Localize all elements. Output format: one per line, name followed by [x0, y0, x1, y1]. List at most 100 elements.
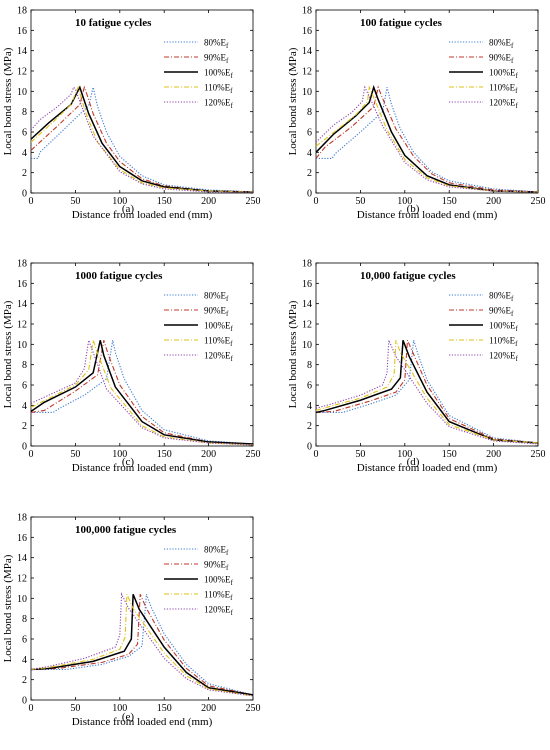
panel-label: (a): [122, 203, 135, 215]
y-tick-label: 8: [307, 360, 312, 371]
y-tick-label: 16: [302, 279, 312, 290]
y-tick-label: 14: [17, 299, 27, 310]
legend-label-5: 120%Ef: [204, 98, 234, 111]
y-axis-label: Local bond stress (MPa): [287, 300, 299, 408]
legend-label-3: 100%Ef: [489, 68, 519, 81]
series-line-2: [30, 85, 254, 193]
x-tick-label: 150: [157, 703, 172, 714]
y-tick-label: 12: [17, 67, 27, 78]
chart-panel-4: 0 50 100 150 200 250 0 2 4 6 8 10 12 14 16 18 Distance f…: [287, 259, 546, 475]
x-tick-label: 250: [531, 449, 546, 460]
y-tick-label: 6: [307, 128, 312, 139]
x-tick-label: 150: [157, 449, 172, 460]
plot-frame: [30, 516, 254, 701]
y-tick-label: 4: [307, 148, 312, 159]
x-tick-label: 0: [314, 449, 319, 460]
y-tick-label: 18: [302, 259, 312, 270]
y-tick-label: 8: [22, 614, 27, 625]
x-tick-label: 0: [314, 196, 319, 207]
legend-label-4: 110%Ef: [204, 83, 233, 96]
legend-label-1: 80%Ef: [489, 38, 514, 51]
plot-frame: [30, 262, 254, 447]
y-tick-label: 12: [302, 67, 312, 78]
series-line-5: [30, 340, 254, 446]
x-tick-label: 100: [397, 449, 412, 460]
chart-title: 100 fatigue cycles: [360, 17, 443, 29]
y-tick-label: 12: [17, 574, 27, 585]
legend-label-3: 100%Ef: [204, 575, 234, 588]
legend-label-2: 90%Ef: [204, 53, 229, 66]
x-axis-label: Distance from loaded end (mm): [72, 716, 213, 728]
legend-label-2: 90%Ef: [489, 306, 514, 319]
legend-label-2: 90%Ef: [204, 306, 229, 319]
y-tick-label: 6: [22, 128, 27, 139]
y-tick-label: 14: [302, 299, 312, 310]
y-tick-label: 2: [22, 421, 27, 432]
y-tick-label: 14: [17, 553, 27, 564]
series-line-3: [315, 84, 539, 193]
x-tick-label: 100: [397, 196, 412, 207]
series-line-5: [315, 340, 539, 445]
legend-label-5: 120%Ef: [204, 351, 234, 364]
y-tick-label: 16: [17, 279, 27, 290]
x-tick-label: 100: [112, 703, 127, 714]
x-tick-label: 250: [531, 196, 546, 207]
x-axis-label: Distance from loaded end (mm): [357, 209, 498, 221]
y-axis-label: Local bond stress (MPa): [2, 47, 14, 155]
y-tick-label: 0: [22, 696, 27, 707]
y-tick-label: 16: [302, 26, 312, 37]
series-line-1: [31, 594, 254, 696]
x-tick-label: 150: [442, 449, 457, 460]
y-tick-label: 2: [307, 421, 312, 432]
legend-label-3: 100%Ef: [204, 68, 234, 81]
legend-label-1: 80%Ef: [204, 545, 229, 558]
y-tick-label: 6: [22, 381, 27, 392]
y-tick-label: 6: [22, 635, 27, 646]
y-tick-label: 4: [307, 401, 312, 412]
chart-panel-3: 0 50 100 150 200 250 0 2 4 6 8 10 12 14 16 18 Distance f…: [2, 259, 261, 475]
y-tick-label: 10: [17, 87, 27, 98]
x-tick-label: 0: [29, 703, 34, 714]
x-tick-label: 200: [486, 196, 501, 207]
y-tick-label: 2: [22, 168, 27, 179]
x-tick-label: 100: [112, 449, 127, 460]
series-line-2: [30, 340, 254, 445]
plot-frame: [30, 9, 254, 194]
y-tick-label: 8: [22, 360, 27, 371]
y-tick-label: 18: [17, 513, 27, 524]
x-axis-label: Distance from loaded end (mm): [72, 462, 213, 474]
x-tick-label: 250: [246, 196, 261, 207]
legend-label-5: 120%Ef: [489, 98, 519, 111]
series-line-1: [31, 87, 254, 193]
y-tick-label: 10: [17, 594, 27, 605]
y-tick-label: 8: [22, 107, 27, 118]
y-tick-label: 10: [302, 87, 312, 98]
x-tick-label: 50: [355, 196, 365, 207]
series-line-4: [30, 85, 254, 193]
x-tick-label: 200: [201, 703, 216, 714]
y-tick-label: 0: [22, 189, 27, 200]
x-axis-label: Distance from loaded end (mm): [357, 462, 498, 474]
y-tick-label: 16: [17, 533, 27, 544]
legend-label-3: 100%Ef: [489, 321, 519, 334]
y-tick-label: 0: [307, 442, 312, 453]
series-line-4: [315, 340, 539, 444]
panel-label: (e): [122, 711, 135, 723]
legend-label-4: 110%Ef: [204, 590, 233, 603]
y-axis-label: Local bond stress (MPa): [287, 47, 299, 155]
series-line-2: [315, 340, 539, 444]
chart-title: 10 fatigue cycles: [75, 17, 152, 29]
legend-label-2: 90%Ef: [489, 53, 514, 66]
x-tick-label: 150: [442, 196, 457, 207]
y-tick-label: 2: [307, 168, 312, 179]
x-tick-label: 50: [70, 703, 80, 714]
legend-label-5: 120%Ef: [204, 605, 234, 618]
x-tick-label: 100: [112, 196, 127, 207]
chart-title: 10,000 fatigue cycles: [360, 270, 456, 282]
legend-label-1: 80%Ef: [204, 38, 229, 51]
series-line-4: [315, 85, 539, 193]
y-tick-label: 0: [307, 189, 312, 200]
chart-panel-1: 0 50 100 150 200 250 0 2 4 6 8 10 12 14 16 18 Distance f…: [2, 6, 261, 222]
x-tick-label: 50: [70, 196, 80, 207]
